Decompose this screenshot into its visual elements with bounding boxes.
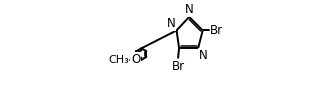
Text: CH₃: CH₃ [108,55,129,65]
Text: Br: Br [171,60,185,73]
Text: Br: Br [210,24,223,37]
Text: O: O [131,53,141,66]
Text: N: N [167,17,175,30]
Text: N: N [199,49,207,62]
Text: N: N [185,3,194,16]
